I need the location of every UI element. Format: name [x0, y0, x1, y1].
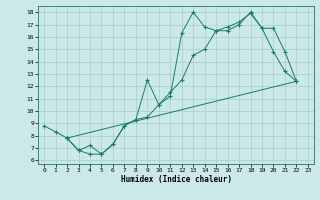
X-axis label: Humidex (Indice chaleur): Humidex (Indice chaleur): [121, 175, 231, 184]
